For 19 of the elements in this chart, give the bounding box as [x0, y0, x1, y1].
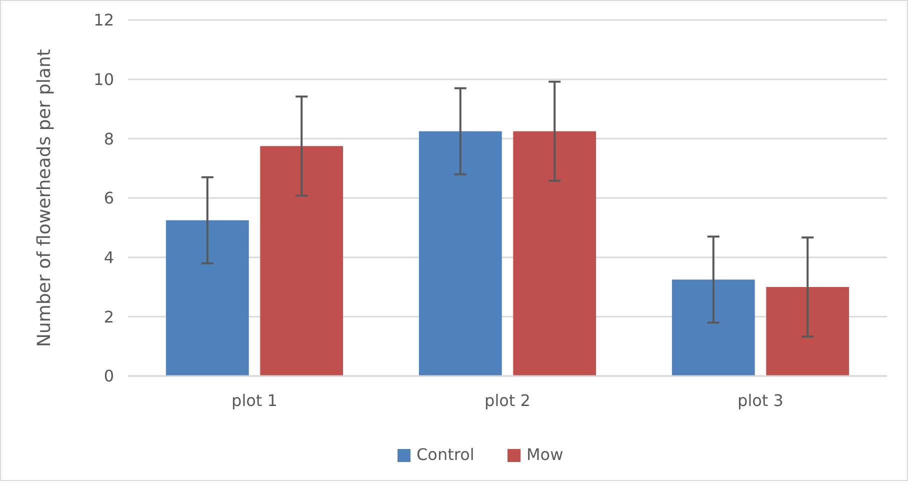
x-tick-label: plot 1 [232, 391, 278, 410]
bar [166, 220, 249, 376]
bar [418, 131, 502, 376]
y-tick-label: 0 [104, 366, 114, 386]
bar [513, 131, 596, 376]
legend-label: Control [416, 445, 474, 464]
legend-label: Mow [526, 445, 564, 464]
y-tick-label: 8 [104, 129, 114, 148]
y-tick-label: 4 [104, 248, 114, 267]
bar [766, 287, 850, 376]
x-tick-label: plot 3 [738, 391, 784, 410]
x-tick-label: plot 2 [484, 391, 530, 410]
bar [672, 280, 755, 376]
y-tick-label: 6 [104, 188, 114, 208]
y-axis-title: Number of flowerheads per plant [34, 49, 55, 347]
y-tick-label: 10 [94, 70, 114, 89]
y-tick-label: 12 [94, 10, 114, 30]
bar [260, 146, 344, 376]
y-tick-label: 2 [104, 307, 114, 326]
